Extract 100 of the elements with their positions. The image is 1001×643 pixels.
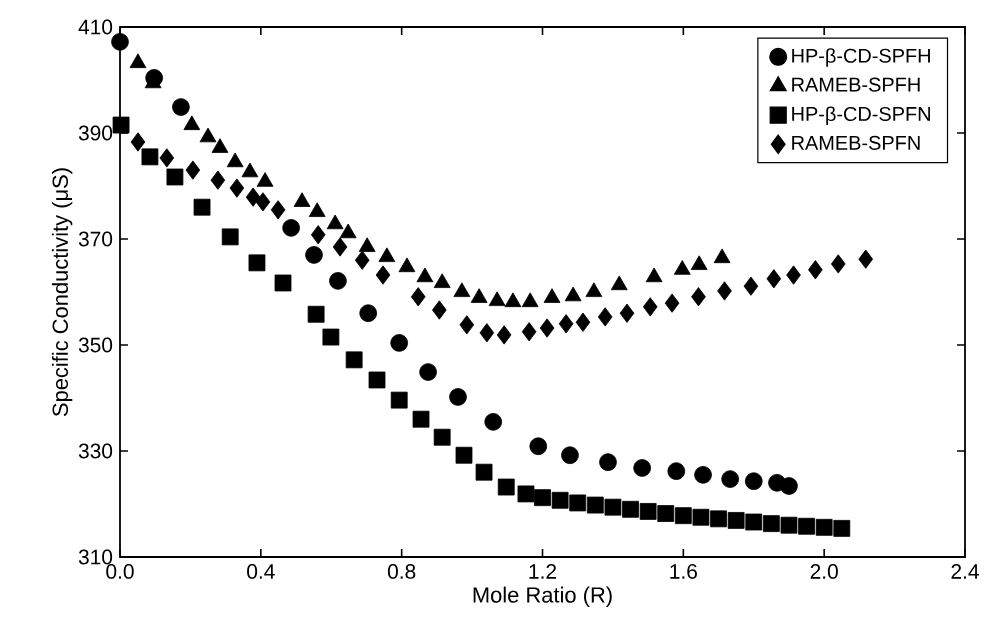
- point: [692, 508, 710, 526]
- point: [378, 247, 396, 263]
- point: [193, 198, 211, 216]
- point: [586, 496, 604, 514]
- point: [433, 273, 451, 288]
- point: [808, 260, 823, 280]
- point: [282, 219, 300, 237]
- x-axis-title: Mole Ratio (R): [473, 586, 612, 607]
- point: [497, 478, 515, 496]
- point: [433, 428, 451, 446]
- point: [762, 515, 780, 533]
- point: [521, 322, 537, 342]
- point: [717, 281, 732, 301]
- point: [721, 470, 739, 488]
- point: [690, 255, 708, 270]
- legend-label: HP-β-CD-SPFN: [792, 106, 930, 125]
- point: [691, 287, 706, 307]
- point: [221, 228, 239, 246]
- point: [449, 388, 467, 406]
- point: [674, 507, 692, 525]
- point: [229, 178, 245, 198]
- point: [129, 53, 147, 69]
- point: [694, 466, 712, 484]
- point: [274, 274, 292, 292]
- point: [564, 286, 582, 302]
- point: [558, 314, 574, 334]
- point: [657, 505, 675, 522]
- point: [455, 446, 473, 464]
- point: [766, 269, 782, 289]
- x-tick-label: 0.0: [106, 564, 134, 579]
- point: [710, 510, 727, 528]
- point: [744, 472, 763, 491]
- point: [815, 518, 833, 536]
- point: [329, 272, 347, 290]
- point: [359, 304, 378, 322]
- point: [419, 363, 437, 381]
- point: [210, 170, 226, 190]
- point: [470, 288, 488, 303]
- point: [780, 516, 798, 534]
- point: [551, 491, 569, 509]
- point: [248, 254, 266, 272]
- x-tick-label: 1.6: [670, 564, 697, 579]
- point: [780, 477, 798, 495]
- point: [610, 275, 628, 291]
- point: [517, 485, 535, 503]
- point: [664, 293, 680, 313]
- point: [575, 312, 591, 332]
- point: [786, 265, 801, 285]
- point: [642, 297, 658, 317]
- point: [633, 459, 651, 477]
- point: [622, 500, 639, 518]
- point: [475, 463, 493, 481]
- legend-label: RAMEB-SPFN: [792, 135, 920, 150]
- point: [599, 453, 617, 471]
- point: [713, 248, 731, 264]
- y-tick-label: 310: [78, 549, 113, 565]
- point: [308, 202, 326, 217]
- point: [561, 446, 579, 465]
- legend-label: HP-β-CD-SPFH: [792, 48, 930, 67]
- point: [307, 305, 325, 323]
- point: [529, 437, 548, 456]
- point: [539, 318, 555, 338]
- point: [673, 260, 691, 275]
- point: [398, 257, 416, 273]
- point: [185, 160, 201, 180]
- point: [390, 391, 408, 409]
- point: [543, 288, 561, 303]
- point: [368, 371, 386, 389]
- x-tick-label: 2.0: [810, 564, 838, 579]
- point: [166, 168, 184, 186]
- point: [798, 517, 815, 535]
- y-axis-title: Specific Conductivity (μS): [51, 168, 73, 417]
- point: [241, 162, 259, 178]
- point: [488, 291, 506, 307]
- y-tick-label: 370: [78, 231, 113, 247]
- point: [358, 237, 376, 252]
- point: [255, 192, 271, 212]
- point: [619, 303, 635, 323]
- legend-label: RAMEB-SPFH: [792, 77, 920, 92]
- point: [504, 292, 522, 308]
- point: [130, 132, 146, 152]
- point: [390, 334, 408, 352]
- x-tick-label: 0.8: [387, 564, 416, 579]
- x-tick-label: 1.2: [529, 564, 556, 579]
- point: [159, 148, 175, 168]
- point: [322, 328, 340, 346]
- point: [293, 192, 311, 207]
- point: [645, 267, 663, 283]
- point: [112, 116, 130, 134]
- y-tick-label: 330: [78, 443, 113, 459]
- point: [111, 33, 129, 51]
- point: [211, 138, 229, 153]
- point: [667, 462, 686, 480]
- point: [830, 254, 846, 274]
- point: [453, 282, 471, 297]
- point: [432, 300, 447, 320]
- point: [183, 115, 201, 131]
- point: [332, 237, 348, 257]
- point: [727, 512, 745, 529]
- point: [484, 413, 503, 431]
